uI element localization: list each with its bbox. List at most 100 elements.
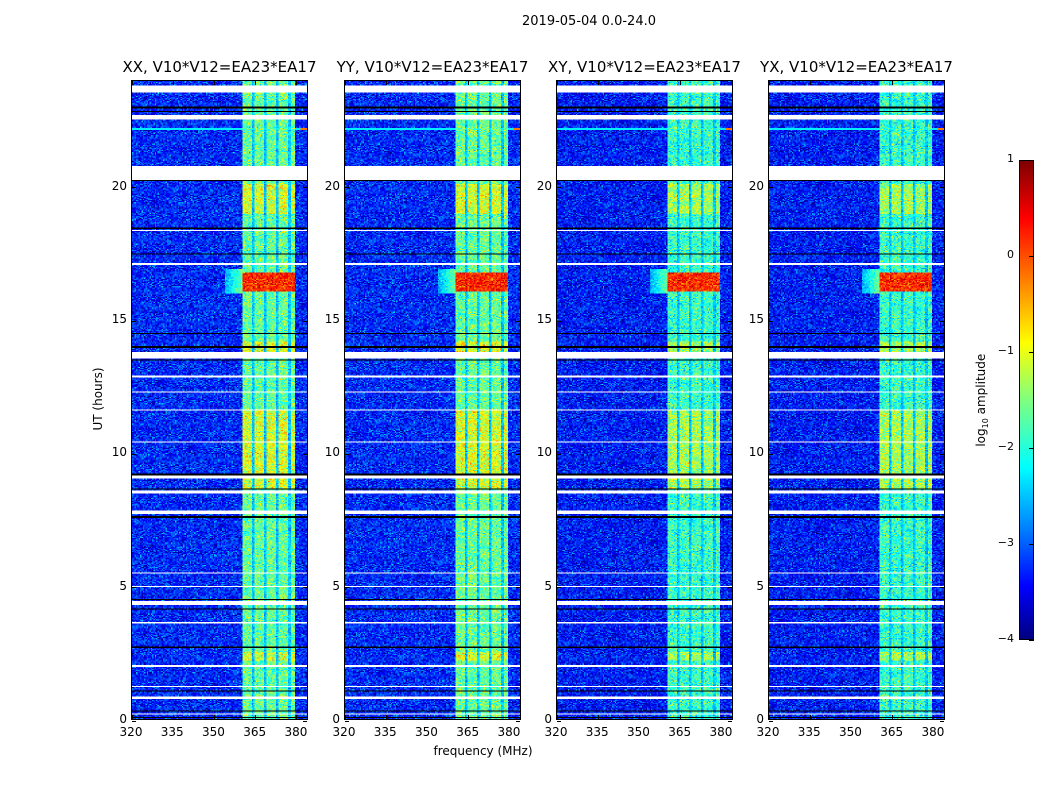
x-tick (172, 715, 174, 719)
x-tick-label: 365 (456, 725, 480, 739)
x-tick-label: 350 (839, 725, 862, 739)
x-tick-label: 380 (921, 725, 945, 739)
colorbar-tick-label: −3 (997, 536, 1014, 549)
x-tick (213, 715, 215, 719)
x-tick (255, 715, 257, 719)
heatmap-panel-2 (556, 80, 733, 722)
figure-suptitle: 2019-05-04 0.0-24.0 (522, 14, 656, 29)
x-tick-top (768, 81, 770, 85)
y-tick-label: 15 (324, 312, 340, 326)
y-tick (557, 720, 561, 722)
y-tick-label: 5 (332, 578, 340, 593)
heatmap-canvas (769, 81, 944, 719)
x-tick (344, 715, 346, 719)
y-tick-right (728, 187, 732, 189)
heatmap-panel-1 (344, 80, 521, 722)
heatmap-canvas (345, 81, 520, 719)
x-tick-label: 320 (119, 725, 143, 739)
x-tick-label: 335 (373, 725, 397, 739)
x-tick-label: 350 (627, 725, 650, 739)
x-tick (638, 715, 640, 719)
y-tick (345, 320, 349, 322)
heatmap-canvas (132, 81, 307, 719)
x-tick-top (850, 81, 852, 85)
x-tick-label: 380 (709, 725, 733, 739)
y-tick (132, 720, 136, 722)
x-tick-top (131, 81, 133, 85)
colorbar-tick (1029, 160, 1034, 161)
colorbar-tick (1029, 544, 1034, 545)
y-tick (557, 320, 561, 322)
x-tick (850, 715, 852, 719)
x-tick-label: 320 (332, 725, 356, 739)
colorbar-tick-label: 0 (1007, 248, 1014, 261)
y-tick-right (940, 453, 944, 455)
y-tick-right (303, 587, 307, 589)
x-tick-top (638, 81, 640, 85)
panel-title: XY, V10*V12=EA23*EA17 (548, 58, 741, 76)
x-tick-top (385, 81, 387, 85)
x-tick-label: 365 (243, 725, 267, 739)
y-tick-right (303, 720, 307, 722)
x-tick-top (344, 81, 346, 85)
y-tick-label: 20 (324, 178, 340, 193)
x-tick-label: 380 (497, 725, 521, 739)
x-tick-top (213, 81, 215, 85)
colorbar-tick (1029, 640, 1034, 641)
x-tick-top (721, 81, 723, 85)
panel-title: YY, V10*V12=EA23*EA17 (336, 58, 529, 76)
y-tick (132, 320, 136, 322)
y-tick-right (303, 187, 307, 189)
y-tick (132, 453, 136, 455)
x-tick-label: 365 (880, 725, 904, 739)
x-tick (721, 715, 723, 719)
y-tick-label: 15 (536, 312, 552, 326)
colorbar-tick (1029, 448, 1034, 449)
colorbar-tick (1029, 256, 1034, 257)
y-tick-right (728, 720, 732, 722)
x-tick-label: 335 (160, 725, 184, 739)
x-tick (468, 715, 470, 719)
x-tick-label: 320 (544, 725, 568, 739)
y-tick-right (516, 453, 520, 455)
y-tick (132, 187, 136, 189)
y-tick (557, 453, 561, 455)
y-tick-right (940, 187, 944, 189)
y-tick-label: 0 (119, 712, 127, 726)
colorbar-tick-label: 1 (1007, 152, 1014, 165)
y-tick-label: 10 (748, 445, 764, 460)
y-tick-label: 10 (111, 445, 127, 460)
y-tick (557, 187, 561, 189)
x-tick-top (597, 81, 599, 85)
x-tick-top (296, 81, 298, 85)
y-tick-label: 10 (536, 445, 552, 460)
y-tick (769, 453, 773, 455)
y-tick-label: 15 (748, 312, 764, 326)
heatmap-panel-3 (768, 80, 945, 722)
colorbar-tick-label: −2 (997, 440, 1014, 453)
y-tick-right (516, 187, 520, 189)
y-tick (769, 320, 773, 322)
y-tick (345, 187, 349, 189)
x-tick-top (255, 81, 257, 85)
y-tick-right (728, 587, 732, 589)
y-tick (769, 187, 773, 189)
y-tick-label: 0 (332, 712, 340, 726)
x-tick (680, 715, 682, 719)
y-tick-right (303, 453, 307, 455)
x-tick-label: 320 (756, 725, 780, 739)
y-tick-right (728, 320, 732, 322)
x-tick-top (933, 81, 935, 85)
x-tick (296, 715, 298, 719)
x-tick-label: 335 (585, 725, 609, 739)
heatmap-panel-0 (131, 80, 308, 722)
x-tick (768, 715, 770, 719)
y-tick (769, 720, 773, 722)
x-tick-top (556, 81, 558, 85)
y-tick-right (303, 320, 307, 322)
y-tick (557, 587, 561, 589)
y-tick-label: 5 (756, 578, 764, 593)
x-tick (385, 715, 387, 719)
x-tick-label: 365 (668, 725, 692, 739)
